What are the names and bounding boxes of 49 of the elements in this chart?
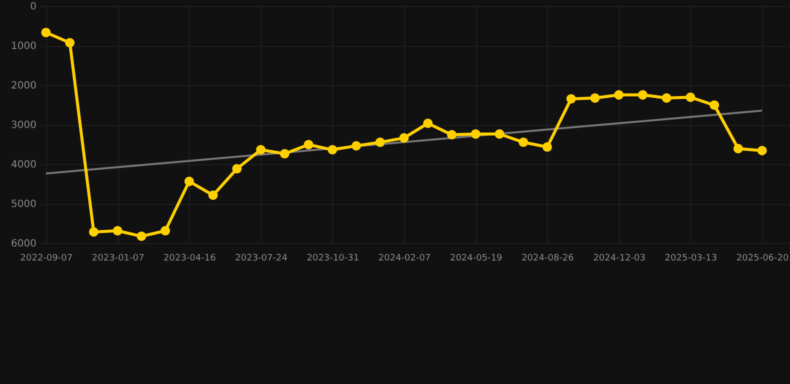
point [304, 140, 314, 150]
point [590, 93, 600, 103]
point [184, 176, 194, 186]
point [136, 232, 146, 242]
x-tick-label: 2024-12-03 [593, 254, 646, 264]
point [614, 90, 624, 100]
point [280, 148, 290, 158]
y-tick-label: 5000 [11, 199, 36, 210]
y-tick-label: 4000 [11, 160, 36, 170]
y-tick-label: 1000 [11, 41, 36, 52]
x-tick-label: 2025-06-20 [736, 254, 789, 264]
point [375, 138, 385, 148]
point [423, 118, 433, 128]
y-tick-label: 3000 [11, 120, 36, 131]
point [494, 129, 504, 139]
x-tick-label: 2023-10-31 [306, 254, 360, 264]
x-tick-label: 2025-03-13 [664, 254, 718, 264]
point [88, 227, 98, 237]
point [662, 93, 672, 103]
point [112, 226, 122, 236]
point [686, 92, 696, 102]
point [710, 100, 720, 110]
point [65, 38, 75, 48]
point [352, 141, 362, 151]
x-tick-label: 2024-05-19 [450, 254, 503, 264]
point [447, 130, 457, 140]
point [232, 164, 242, 174]
point [256, 145, 266, 155]
x-tick-label: 2024-02-07 [378, 254, 431, 264]
x-tick-label: 2024-08-26 [522, 254, 574, 264]
point [566, 94, 576, 104]
point [470, 129, 480, 139]
point [518, 138, 528, 148]
point [733, 144, 743, 154]
point [41, 28, 51, 38]
y-tick-label: 0 [30, 2, 36, 12]
point [399, 133, 409, 143]
point [542, 142, 552, 152]
y-tick-label: 2000 [11, 80, 36, 92]
point [208, 190, 218, 200]
point [757, 146, 767, 156]
point [328, 145, 338, 155]
x-tick-label: 2023-01-07 [92, 254, 144, 264]
x-tick-label: 2023-07-24 [235, 254, 288, 264]
point [638, 90, 648, 100]
x-tick-label: 2023-04-16 [164, 254, 216, 264]
point [160, 226, 170, 236]
y-tick-label: 6000 [11, 238, 36, 250]
x-tick-label: 2022-09-07 [20, 254, 73, 264]
